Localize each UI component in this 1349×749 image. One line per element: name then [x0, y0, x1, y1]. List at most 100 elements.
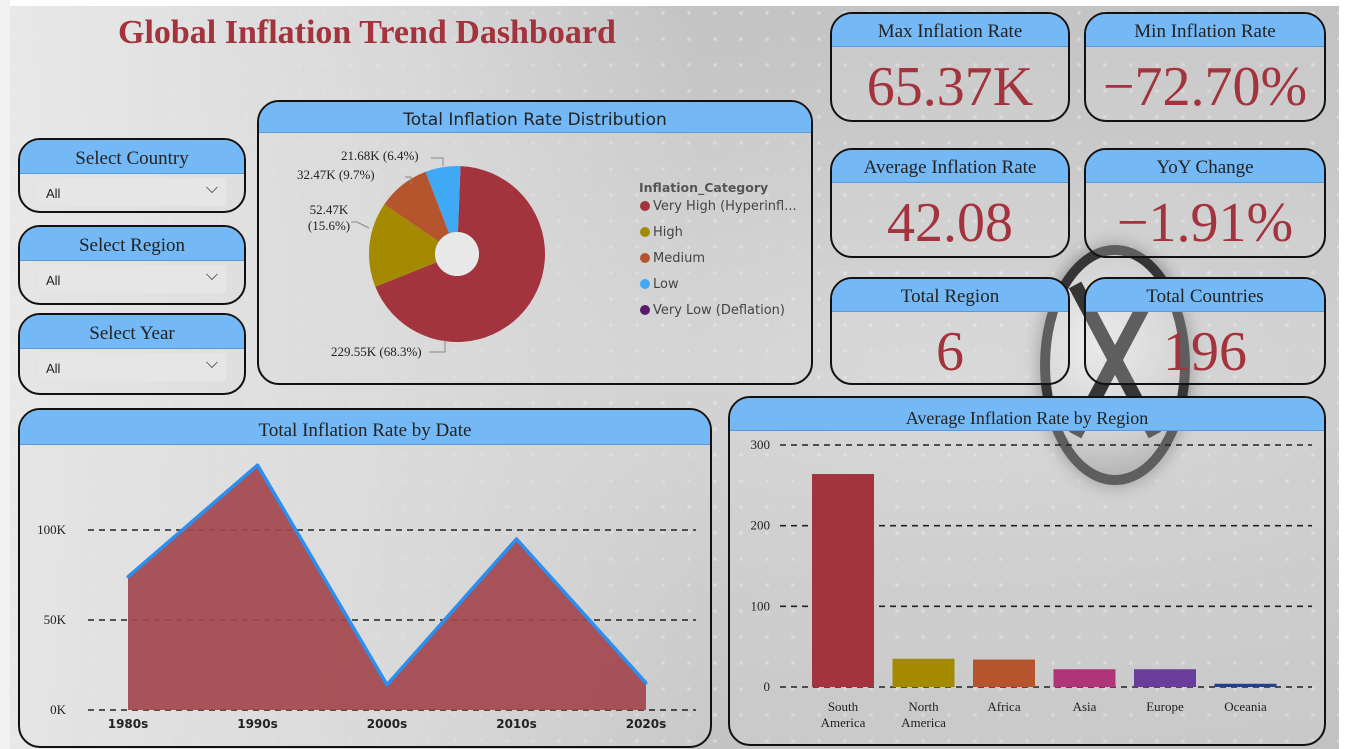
pie-legend-title: Inflation_Category [639, 180, 768, 196]
pie-slice-0 [375, 166, 545, 342]
pie-label-0: 229.55K (68.3%) [331, 344, 422, 359]
pie-slice-3 [425, 166, 461, 234]
area-xtick-0: 1980s [108, 717, 149, 731]
chevron-down-icon[interactable]: ⌵ [205, 267, 218, 284]
bar-0 [812, 474, 874, 687]
dashboard-title: Global Inflation Trend Dashboard [118, 14, 616, 51]
region-dropdown[interactable]: All ⌵ [38, 265, 226, 293]
max-inflation-value: 65.37K [866, 56, 1034, 118]
country-dropdown-value: All [46, 186, 61, 201]
bar-5 [1214, 683, 1277, 687]
region-chart-card: Average Inflation Rate by Region 0 100 200… [728, 396, 1326, 746]
distribution-donut-chart: 229.55K (68.3%) 52.47K(15.6%) 32.47K (9.7%… [297, 148, 797, 359]
bar-xtick-5-0: Oceania [1224, 699, 1267, 714]
area-point-2 [385, 683, 389, 687]
bar-3 [1053, 669, 1116, 687]
bar-ytick-2: 200 [751, 518, 771, 533]
pie-legend-marker-4 [640, 305, 650, 315]
country-dropdown[interactable]: All ⌵ [38, 178, 226, 206]
bar-ytick-3: 300 [751, 437, 771, 452]
bar-xtick-4-0: Europe [1146, 699, 1184, 714]
pie-leader-1 [351, 221, 370, 229]
chevron-down-icon[interactable]: ⌵ [205, 355, 218, 372]
bar-xtick-0-1: America [821, 715, 866, 730]
pie-label-1-value: 52.47K [310, 202, 349, 217]
pie-legend-marker-1 [640, 227, 650, 237]
bar-xtick-0-0: South [828, 699, 859, 714]
year-slicer[interactable]: Select Year All ⌵ [18, 313, 246, 395]
distribution-chart-card: Total Inflation Rate Distribution 229.55… [257, 100, 813, 385]
area-xtick-1: 1990s [237, 717, 278, 731]
bar-1 [892, 658, 955, 687]
total-region-card: Total Region 6 [830, 277, 1070, 385]
left-strip [0, 0, 10, 749]
area-xtick-3: 2010s [496, 717, 537, 731]
area-xtick-2: 2000s [367, 717, 408, 731]
pie-slice-2 [384, 171, 450, 242]
pie-legend-marker-3 [640, 279, 650, 289]
pie-legend-label-1: High [653, 225, 683, 240]
country-slicer[interactable]: Select Country All ⌵ [18, 138, 246, 213]
bar-ytick-1: 100 [751, 598, 771, 613]
bar-4 [1134, 669, 1196, 687]
year-dropdown[interactable]: All ⌵ [38, 353, 226, 381]
year-slicer-label: Select Year [20, 315, 244, 349]
pie-legend-label-4: Very Low (Deflation) [653, 303, 785, 318]
pie-slice-1 [369, 204, 439, 287]
pie-legend-marker-0 [640, 201, 650, 211]
pie-label-2: 32.47K (9.7%) [297, 167, 375, 182]
pie-legend-marker-2 [640, 253, 650, 263]
pie-hole [435, 232, 479, 276]
date-chart-title: Total Inflation Rate by Date [20, 410, 710, 445]
bar-xtick-1-1: America [901, 715, 946, 730]
date-chart-card: Total Inflation Rate by Date 0K 50K 100K 19… [18, 408, 712, 748]
pie-leader-2 [405, 176, 412, 184]
bar-xtick-2-0: Africa [987, 699, 1020, 714]
right-strip [1339, 0, 1349, 749]
yoy-change-label: YoY Change [1086, 150, 1324, 183]
chevron-down-icon[interactable]: ⌵ [205, 180, 218, 197]
region-slicer-label: Select Region [20, 227, 244, 261]
region-bar-chart: 0100200300SouthAmericaNorthAmericaAfrica… [751, 437, 1312, 730]
area-ytick-1: 50K [44, 612, 67, 627]
region-slicer[interactable]: Select Region All ⌵ [18, 225, 246, 305]
date-area-chart: 0K 50K 100K 1980s 1990s 2000s 2010s 2020s [37, 463, 696, 731]
pie-leader-3 [431, 157, 444, 166]
area-ytick-2: 100K [37, 522, 67, 537]
yoy-change-value: −1.91% [1116, 192, 1294, 254]
area-point-1 [256, 463, 259, 467]
region-chart-title: Average Inflation Rate by Region [730, 398, 1324, 431]
top-strip [0, 0, 1349, 6]
bar-2 [973, 659, 1035, 687]
avg-inflation-label: Average Inflation Rate [832, 150, 1068, 183]
bar-ytick-0: 0 [764, 679, 771, 694]
area-xtick-4: 2020s [626, 717, 667, 731]
pie-legend-label-2: Medium [653, 251, 705, 266]
total-region-label: Total Region [832, 279, 1068, 312]
min-inflation-card: Min Inflation Rate −72.70% [1084, 12, 1326, 122]
area-ytick-0: 0K [50, 702, 67, 717]
pie-legend-label-0: Very High (Hyperinfl... [653, 199, 797, 214]
pie-legend-label-3: Low [653, 277, 679, 292]
max-inflation-label: Max Inflation Rate [832, 14, 1068, 47]
total-countries-card: Total Countries 196 [1084, 277, 1326, 385]
pie-leader-0 [429, 340, 446, 353]
avg-inflation-value: 42.08 [887, 192, 1013, 254]
area-point-0 [126, 575, 130, 579]
bar-xtick-1-0: North [908, 699, 939, 714]
pie-label-3: 21.68K (6.4%) [341, 148, 419, 163]
total-countries-label: Total Countries [1086, 279, 1324, 312]
distribution-chart-title: Total Inflation Rate Distribution [259, 102, 811, 133]
area-point-4 [644, 681, 648, 685]
max-inflation-card: Max Inflation Rate 65.37K [830, 12, 1070, 122]
area-point-3 [515, 537, 518, 541]
total-region-value: 6 [936, 321, 964, 383]
country-slicer-label: Select Country [20, 140, 244, 174]
year-dropdown-value: All [46, 361, 61, 376]
region-dropdown-value: All [46, 273, 61, 288]
min-inflation-value: −72.70% [1102, 56, 1308, 118]
pie-label-1-percent: (15.6%) [308, 218, 350, 233]
area-fill [128, 465, 646, 710]
bar-xtick-3-0: Asia [1073, 699, 1097, 714]
total-countries-value: 196 [1163, 321, 1247, 383]
